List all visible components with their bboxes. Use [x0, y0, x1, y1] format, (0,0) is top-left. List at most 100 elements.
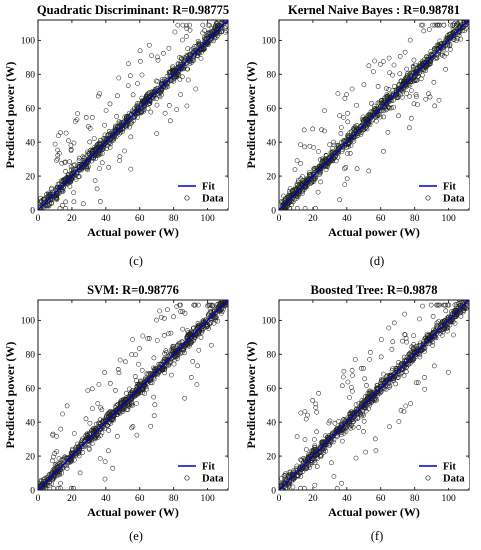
- data-point: [342, 95, 348, 101]
- data-point: [83, 115, 89, 120]
- data-point: [464, 300, 469, 302]
- data-point: [210, 302, 215, 308]
- data-point: [73, 118, 78, 124]
- data-point: [294, 193, 300, 199]
- data-point: [84, 164, 90, 170]
- data-point: [359, 400, 365, 406]
- data-point: [86, 435, 92, 441]
- data-point: [446, 302, 452, 308]
- data-point: [162, 315, 167, 321]
- data-point: [215, 318, 221, 324]
- data-point: [327, 142, 333, 148]
- data-point: [302, 437, 308, 442]
- x-tick-label: 80: [410, 494, 420, 504]
- data-point: [393, 381, 399, 387]
- chart-panel-3: SVM: R=0.98776 0 20 40 60 80 100 0 20 40 60 80 100 Ac…: [3, 283, 229, 543]
- data-point: [343, 165, 349, 170]
- data-point: [323, 152, 329, 158]
- data-point: [120, 398, 126, 403]
- data-point: [113, 388, 118, 393]
- data-point: [346, 421, 352, 426]
- y-tick-label: 100: [21, 317, 36, 327]
- data-point: [114, 412, 120, 418]
- data-point: [420, 72, 425, 78]
- data-point: [206, 311, 212, 316]
- x-tick-label: 0: [277, 494, 282, 504]
- data-point: [354, 166, 360, 172]
- data-point: [153, 78, 159, 84]
- data-point: [223, 295, 227, 299]
- data-point: [129, 402, 134, 408]
- data-point: [390, 366, 395, 372]
- data-point: [66, 460, 72, 466]
- data-point: [128, 394, 133, 399]
- data-point: [79, 438, 85, 444]
- data-point: [87, 125, 93, 131]
- data-point: [115, 367, 121, 372]
- data-point: [409, 344, 415, 350]
- data-point: [442, 322, 448, 328]
- data-point: [438, 44, 444, 50]
- data-point: [421, 346, 426, 352]
- data-point: [311, 168, 317, 173]
- data-point: [375, 113, 381, 119]
- data-point: [381, 59, 386, 64]
- data-point: [182, 310, 188, 316]
- data-point: [66, 138, 71, 144]
- data-point: [195, 363, 200, 369]
- data-point: [414, 348, 420, 354]
- data-point: [428, 335, 434, 341]
- data-point: [177, 76, 183, 82]
- data-point: [337, 197, 343, 203]
- data-point: [458, 20, 464, 24]
- data-point: [445, 39, 451, 44]
- y-tick-label: 40: [267, 138, 277, 148]
- data-point: [386, 86, 392, 92]
- data-point: [52, 462, 58, 468]
- panel-caption: (e): [129, 529, 143, 543]
- data-point: [386, 377, 391, 383]
- data-point: [94, 142, 100, 148]
- fit-line: [38, 300, 228, 490]
- data-point: [85, 151, 91, 156]
- data-point: [102, 141, 108, 146]
- data-point: [161, 82, 166, 88]
- data-point: [418, 76, 424, 82]
- data-point: [170, 352, 176, 358]
- data-point: [148, 109, 154, 115]
- data-point: [315, 189, 321, 195]
- legend-data-swatch: [184, 195, 190, 201]
- data-point: [128, 121, 134, 127]
- data-point: [302, 485, 307, 490]
- data-point: [387, 383, 393, 389]
- data-point: [281, 193, 286, 199]
- data-point: [87, 420, 93, 426]
- data-point: [381, 148, 386, 154]
- data-point: [155, 93, 161, 98]
- data-point: [406, 362, 411, 367]
- data-point: [54, 195, 60, 200]
- data-point: [408, 88, 414, 93]
- data-point: [119, 403, 125, 409]
- data-point: [53, 195, 59, 201]
- data-point: [448, 22, 453, 28]
- data-point: [361, 429, 366, 434]
- data-point: [392, 371, 397, 376]
- data-point: [404, 91, 410, 96]
- data-point: [161, 50, 166, 56]
- data-point: [89, 115, 95, 120]
- x-tick-label: 60: [376, 214, 386, 224]
- data-point: [147, 98, 153, 104]
- data-point: [58, 184, 64, 190]
- data-point: [314, 429, 320, 435]
- data-point: [440, 329, 446, 335]
- data-point: [54, 449, 60, 454]
- data-point: [38, 205, 43, 210]
- data-point: [319, 163, 325, 169]
- data-point: [303, 416, 309, 422]
- data-point: [209, 33, 215, 38]
- data-point: [298, 161, 304, 166]
- data-point: [63, 205, 68, 210]
- data-point: [366, 121, 372, 126]
- data-point: [128, 166, 134, 172]
